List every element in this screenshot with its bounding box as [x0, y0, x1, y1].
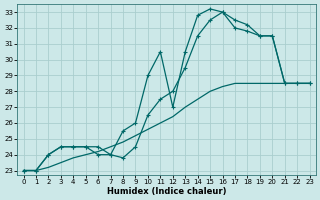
X-axis label: Humidex (Indice chaleur): Humidex (Indice chaleur)	[107, 187, 226, 196]
